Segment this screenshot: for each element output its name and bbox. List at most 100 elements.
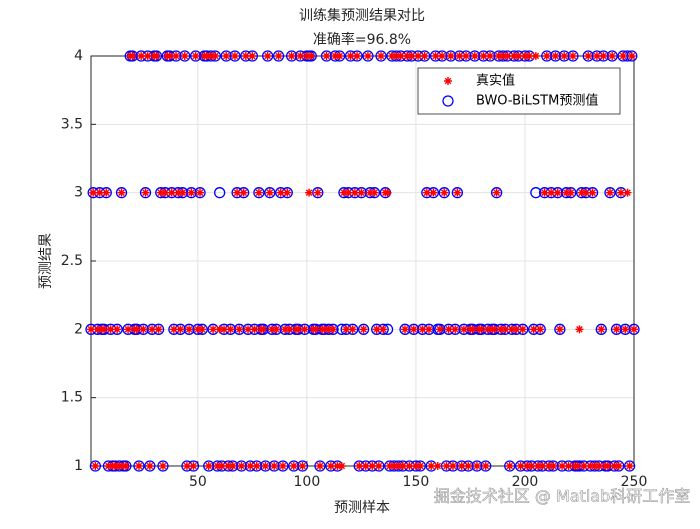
point — [185, 325, 194, 334]
point — [438, 187, 450, 199]
point — [534, 462, 543, 470]
point — [268, 325, 276, 334]
point — [314, 460, 326, 472]
point — [176, 325, 185, 334]
point — [202, 52, 211, 60]
point — [516, 462, 525, 470]
point — [468, 325, 477, 334]
point — [307, 52, 316, 60]
point — [272, 325, 281, 334]
point — [599, 52, 608, 60]
point — [264, 187, 276, 199]
point — [91, 462, 100, 470]
point — [499, 52, 508, 60]
point — [619, 52, 628, 60]
point — [346, 52, 355, 60]
point — [507, 325, 516, 334]
point — [486, 52, 495, 60]
point — [89, 188, 98, 197]
point — [392, 52, 401, 60]
point — [302, 52, 311, 60]
point — [512, 325, 521, 334]
point — [217, 462, 226, 470]
point — [182, 462, 191, 470]
point — [320, 325, 329, 334]
point — [403, 52, 412, 60]
point — [590, 462, 599, 470]
y-tick-label: 1 — [74, 458, 83, 474]
point — [374, 462, 383, 470]
point — [300, 325, 309, 334]
point — [187, 188, 196, 197]
point — [595, 462, 604, 470]
y-tick-label: 2.5 — [61, 253, 83, 269]
x-tick-label: 100 — [294, 474, 321, 490]
point — [477, 325, 486, 334]
point — [215, 325, 224, 334]
point — [385, 462, 394, 470]
point — [510, 52, 519, 60]
y-tick-label: 3 — [74, 185, 83, 201]
chart-title: 训练集预测结果对比 — [299, 7, 425, 24]
point — [233, 188, 242, 197]
point — [156, 188, 165, 197]
point — [145, 462, 154, 470]
point — [401, 325, 410, 334]
point — [272, 50, 285, 62]
point — [211, 52, 220, 60]
legend-label: BWO-BiLSTM预测值 — [476, 93, 598, 109]
point — [235, 325, 244, 334]
point — [196, 188, 205, 197]
y-tick-label: 4 — [74, 48, 83, 64]
point — [165, 52, 174, 60]
point — [435, 325, 444, 334]
point — [422, 188, 431, 197]
point — [285, 325, 294, 334]
point — [128, 52, 137, 60]
point — [368, 462, 377, 470]
point — [157, 460, 169, 472]
point — [361, 462, 370, 470]
point — [451, 187, 464, 199]
point — [451, 325, 460, 334]
point — [254, 188, 263, 197]
point — [239, 188, 248, 197]
point — [261, 462, 270, 470]
point — [379, 325, 388, 334]
point — [490, 325, 499, 334]
point — [549, 462, 558, 470]
point — [492, 188, 501, 197]
point — [270, 462, 279, 470]
point — [193, 325, 202, 334]
point — [342, 325, 351, 334]
point — [322, 52, 331, 60]
point — [102, 188, 111, 197]
point — [470, 52, 479, 60]
point — [608, 52, 617, 60]
point — [525, 52, 534, 60]
point — [396, 52, 405, 60]
point — [259, 325, 268, 334]
point — [104, 462, 113, 470]
point — [604, 187, 616, 199]
point — [311, 325, 320, 334]
point — [479, 52, 488, 60]
point — [518, 325, 527, 334]
point — [89, 460, 102, 472]
point — [579, 462, 588, 470]
point — [375, 50, 387, 62]
legend-marker — [444, 77, 452, 85]
point — [366, 188, 375, 197]
point — [139, 187, 152, 199]
point — [252, 462, 261, 470]
point — [265, 188, 274, 197]
point — [209, 325, 218, 334]
point — [222, 52, 231, 60]
point — [503, 52, 512, 60]
point — [357, 323, 370, 335]
x-axis-label: 预测样本 — [334, 500, 390, 516]
y-axis-label: 预测结果 — [38, 233, 54, 289]
point — [169, 325, 178, 334]
point — [329, 325, 338, 334]
point — [560, 52, 569, 60]
